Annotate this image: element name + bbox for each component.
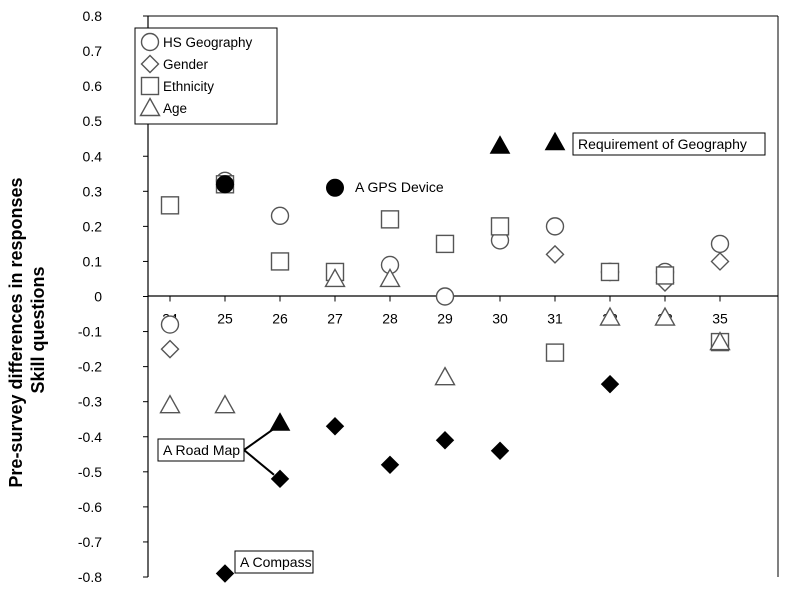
y-axis-title-line-2: Skill questions [28,266,48,393]
y-tick-label: -0.7 [78,534,102,550]
point-ethnicity [380,210,400,229]
point-ethnicity [270,252,290,271]
legend-marker-circle [140,32,160,52]
legend: HS Geography Gender Ethnicity Age [134,27,278,125]
point-age [159,394,181,414]
highlight-point-diamond-filled [435,431,455,450]
point-ethnicity [435,234,455,254]
legend-marker-square [140,76,160,96]
y-axis-ticks: 0.8 0.7 0.6 0.5 0.4 0.3 0.2 0.1 0 -0.1 -0.2 -0.3 -0.… [78,8,148,585]
x-tick-label: 35 [712,311,728,327]
annotation-compass-box [234,550,314,574]
annotation-compass-label: A Compass [240,554,312,570]
highlight-point-diamond-filled [490,441,510,460]
annotation-requirement-of-geography-box [572,132,766,156]
highlight-point-triangle-filled [544,131,566,151]
y-tick-label: -0.3 [78,394,102,410]
point-hs-geography [710,234,730,254]
y-tick-label: 0.3 [83,183,103,199]
highlight-point-circle-filled [216,175,234,194]
point-age [214,394,236,414]
y-tick-label: -0.2 [78,359,102,375]
x-tick-label: 28 [382,311,398,327]
highlight-point-diamond-filled [215,564,235,583]
point-hs-geography [435,287,455,306]
road-map-leader-up [243,427,275,451]
point-hs-geography [545,217,565,236]
y-tick-label: 0.1 [83,253,103,269]
x-tick-label: 31 [547,311,563,327]
annotation-compass: A Compass [234,550,314,574]
y-tick-label: -0.8 [78,569,102,584]
annotation-requirement-of-geography: Requirement of Geography [572,132,766,156]
point-age [434,366,456,386]
highlight-point-triangle-filled [269,412,291,431]
point-ethnicity [600,262,620,282]
annotation-road-map-label: A Road Map [163,442,240,458]
y-tick-label: 0.6 [83,78,103,94]
annotation-gps-device-label: A GPS Device [355,179,444,195]
annotation-requirement-of-geography-label: Requirement of Geography [578,136,747,152]
point-age [324,268,346,288]
road-map-leader-down [243,449,275,476]
legend-label: Gender [163,57,209,72]
point-age [654,306,676,326]
x-tick-label: 29 [437,311,453,327]
point-age [599,306,621,326]
point-age [709,331,731,351]
legend-label: HS Geography [163,35,253,50]
highlight-point-diamond-filled [600,374,620,394]
annotation-road-map: A Road Map [157,438,245,462]
y-tick-label: -0.1 [78,324,102,340]
x-tick-label: 25 [217,311,233,327]
y-axis-title-line-1: Pre-survey differences in responses [6,177,26,487]
y-tick-label: -0.5 [78,464,102,480]
x-tick-label: 30 [492,311,508,327]
annotation-gps-device: A GPS Device [355,179,444,195]
highlight-point-diamond-filled [380,455,400,475]
legend-label: Ethnicity [163,79,214,94]
y-tick-label: 0.8 [83,8,103,24]
point-gender [160,339,180,359]
legend-marker-diamond [140,54,160,74]
highlight-point-circle-filled [326,178,344,197]
point-hs-geography [270,206,290,226]
y-tick-label: 0 [94,289,102,305]
point-ethnicity [160,196,180,215]
highlight-point-diamond-filled [270,469,290,489]
x-tick-label: 27 [327,311,343,327]
y-tick-label: 0.2 [83,218,103,234]
point-gender [710,251,730,271]
x-tick-label: 26 [272,311,288,327]
y-tick-label: 0.7 [83,43,103,59]
point-ethnicity [490,217,510,236]
y-tick-label: -0.4 [78,429,102,445]
data-marks [159,131,731,583]
legend-marker-triangle [139,97,161,117]
y-tick-label: 0.5 [83,113,103,129]
annotations: Requirement of Geography A GPS Device A Ro… [157,132,766,574]
point-hs-geography [160,315,180,334]
point-ethnicity [545,343,565,362]
highlight-point-diamond-filled [325,417,345,436]
y-axis-title: Pre-survey differences in responses Skil… [6,172,48,487]
point-ethnicity [655,266,675,285]
y-tick-label: 0.4 [83,148,103,164]
legend-label: Age [163,101,187,116]
point-age [379,268,401,288]
y-tick-label: -0.6 [78,499,102,515]
point-gender [545,244,565,264]
highlight-point-triangle-filled [489,135,511,154]
